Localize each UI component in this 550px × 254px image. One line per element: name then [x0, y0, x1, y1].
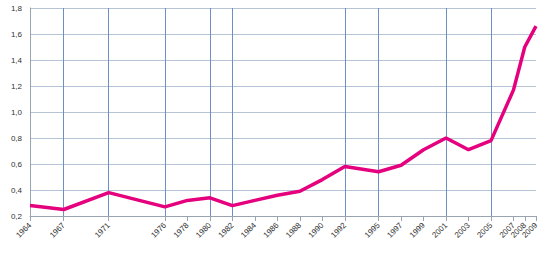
svg-text:2003: 2003	[453, 220, 472, 239]
svg-text:2009: 2009	[520, 220, 539, 239]
svg-text:1995: 1995	[363, 220, 382, 239]
svg-text:1988: 1988	[284, 220, 303, 239]
svg-text:1,0: 1,0	[11, 108, 23, 117]
svg-text:1971: 1971	[93, 220, 112, 239]
svg-text:1980: 1980	[194, 220, 213, 239]
svg-text:1,2: 1,2	[11, 82, 23, 91]
svg-text:0,4: 0,4	[11, 186, 23, 195]
svg-text:2008: 2008	[509, 220, 528, 240]
svg-text:1964: 1964	[14, 220, 33, 239]
svg-text:1,8: 1,8	[11, 4, 23, 13]
svg-text:0,6: 0,6	[11, 160, 23, 169]
svg-text:1978: 1978	[172, 220, 191, 239]
svg-text:1,6: 1,6	[11, 30, 23, 39]
svg-text:1,4: 1,4	[11, 56, 23, 65]
svg-text:2005: 2005	[475, 220, 494, 239]
svg-text:1999: 1999	[408, 220, 427, 239]
svg-text:1967: 1967	[48, 220, 67, 239]
svg-text:2007: 2007	[497, 220, 517, 240]
svg-text:0,2: 0,2	[11, 212, 23, 221]
svg-text:1986: 1986	[262, 220, 281, 239]
svg-text:1984: 1984	[239, 220, 258, 239]
svg-text:1992: 1992	[329, 220, 348, 239]
svg-text:1990: 1990	[307, 220, 326, 239]
svg-text:1976: 1976	[149, 220, 168, 239]
svg-text:0,8: 0,8	[11, 134, 23, 143]
svg-text:1997: 1997	[385, 220, 404, 239]
svg-text:2001: 2001	[430, 220, 449, 239]
svg-text:1982: 1982	[217, 220, 236, 239]
